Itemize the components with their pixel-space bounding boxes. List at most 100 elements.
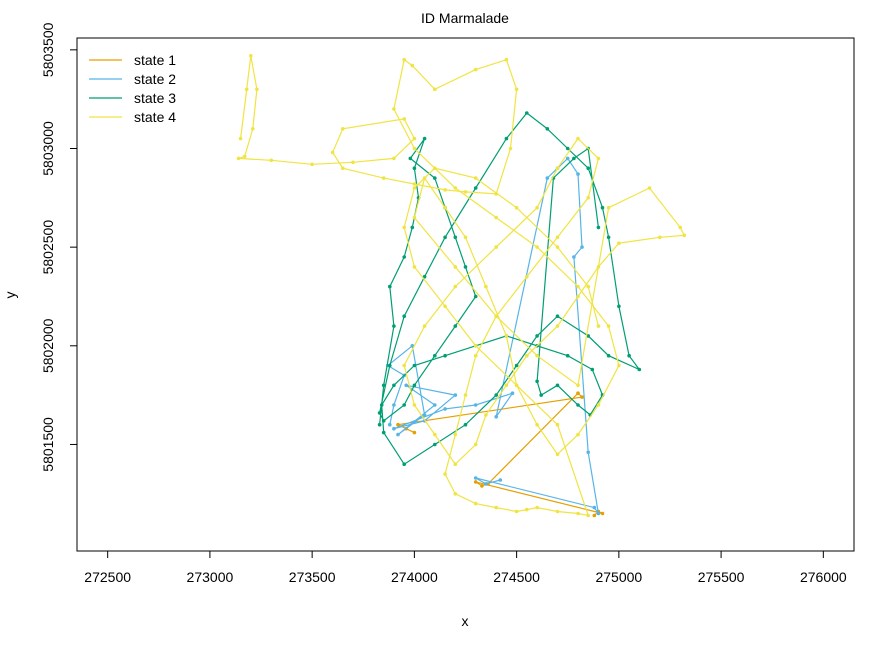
data-point bbox=[396, 422, 400, 427]
data-point bbox=[473, 353, 478, 358]
data-point bbox=[412, 182, 417, 186]
legend-item: state 4 bbox=[89, 109, 176, 125]
data-point bbox=[402, 57, 407, 62]
data-point bbox=[555, 383, 560, 388]
data-point bbox=[535, 205, 539, 210]
data-point bbox=[586, 513, 590, 518]
plot-frame bbox=[76, 37, 855, 552]
data-point bbox=[410, 225, 415, 230]
data-point bbox=[422, 136, 427, 141]
data-point bbox=[596, 511, 601, 516]
x-tick-label: 273500 bbox=[289, 569, 336, 585]
data-point bbox=[576, 403, 580, 407]
data-point bbox=[545, 176, 550, 180]
data-point bbox=[402, 117, 407, 121]
data-point bbox=[412, 215, 417, 220]
data-point bbox=[473, 501, 478, 506]
data-point bbox=[255, 87, 259, 92]
data-point bbox=[606, 235, 611, 240]
data-point bbox=[576, 383, 580, 388]
data-point bbox=[433, 176, 437, 180]
data-point bbox=[586, 450, 590, 455]
data-point bbox=[433, 442, 437, 447]
data-point bbox=[443, 304, 447, 309]
data-point bbox=[433, 87, 437, 92]
data-point bbox=[412, 146, 417, 151]
data-point bbox=[473, 67, 478, 72]
legend: state 1 state 2 state 3 state 4 bbox=[89, 52, 176, 125]
data-point bbox=[433, 353, 437, 358]
data-point bbox=[453, 284, 458, 289]
data-point bbox=[596, 324, 601, 328]
legend-label: state 2 bbox=[134, 71, 176, 87]
data-point bbox=[647, 186, 652, 190]
data-point bbox=[443, 188, 447, 192]
data-point bbox=[379, 403, 384, 407]
data-point bbox=[555, 235, 560, 240]
data-point bbox=[590, 367, 595, 372]
data-point bbox=[555, 452, 560, 457]
data-point bbox=[596, 156, 601, 161]
data-point bbox=[351, 160, 355, 165]
data-point bbox=[443, 353, 447, 358]
data-point bbox=[600, 511, 605, 516]
x-tick-label: 272500 bbox=[84, 569, 131, 585]
data-layer bbox=[236, 54, 687, 518]
data-point bbox=[539, 393, 543, 397]
data-point bbox=[341, 127, 345, 131]
data-point bbox=[453, 432, 458, 437]
data-point bbox=[388, 422, 392, 427]
data-point bbox=[473, 442, 478, 447]
series-line-4 bbox=[238, 55, 686, 517]
data-point bbox=[310, 162, 314, 167]
data-point bbox=[504, 334, 509, 338]
data-point bbox=[555, 245, 560, 249]
x-tick-label: 275500 bbox=[698, 569, 745, 585]
data-point bbox=[555, 166, 560, 170]
y-tick-label: 5802000 bbox=[40, 318, 56, 373]
legend-label: state 3 bbox=[134, 90, 176, 106]
data-point bbox=[473, 294, 478, 299]
data-point bbox=[576, 511, 580, 516]
data-point bbox=[586, 166, 590, 170]
data-point bbox=[453, 265, 458, 269]
data-point bbox=[433, 403, 437, 407]
data-point bbox=[617, 304, 621, 309]
data-point bbox=[443, 472, 447, 476]
x-axis: 272500 273000 273500 274000 274500 275000 2755… bbox=[84, 550, 847, 585]
x-axis-label: x bbox=[462, 613, 469, 629]
data-point bbox=[463, 190, 468, 194]
data-point bbox=[494, 393, 499, 397]
data-point bbox=[404, 383, 409, 388]
y-axis-label: y bbox=[2, 292, 18, 299]
data-point bbox=[402, 363, 407, 368]
data-point bbox=[617, 241, 621, 245]
legend-item: state 2 bbox=[89, 71, 176, 87]
x-tick-label: 273000 bbox=[187, 569, 234, 585]
data-point bbox=[388, 363, 392, 368]
legend-label: state 1 bbox=[134, 52, 176, 68]
data-point bbox=[565, 156, 570, 161]
data-point bbox=[402, 255, 407, 259]
data-point bbox=[504, 57, 509, 62]
data-point bbox=[412, 166, 417, 170]
data-point bbox=[494, 415, 499, 419]
data-point bbox=[555, 314, 560, 319]
data-point bbox=[412, 383, 417, 388]
data-point bbox=[249, 54, 253, 58]
data-point bbox=[422, 413, 427, 417]
data-point bbox=[606, 353, 611, 358]
data-point bbox=[443, 205, 447, 210]
data-point bbox=[473, 344, 478, 348]
legend-item: state 3 bbox=[89, 90, 176, 106]
y-axis: 5801500 5802000 5802500 5803000 5803500 bbox=[40, 22, 78, 472]
data-point bbox=[453, 462, 458, 467]
y-tick-label: 5803000 bbox=[40, 121, 56, 176]
data-point bbox=[586, 196, 590, 200]
data-point bbox=[244, 87, 249, 92]
data-point bbox=[682, 233, 687, 238]
data-point bbox=[410, 344, 415, 348]
data-point bbox=[341, 166, 345, 170]
series-2 bbox=[386, 156, 601, 516]
data-point bbox=[453, 393, 458, 397]
